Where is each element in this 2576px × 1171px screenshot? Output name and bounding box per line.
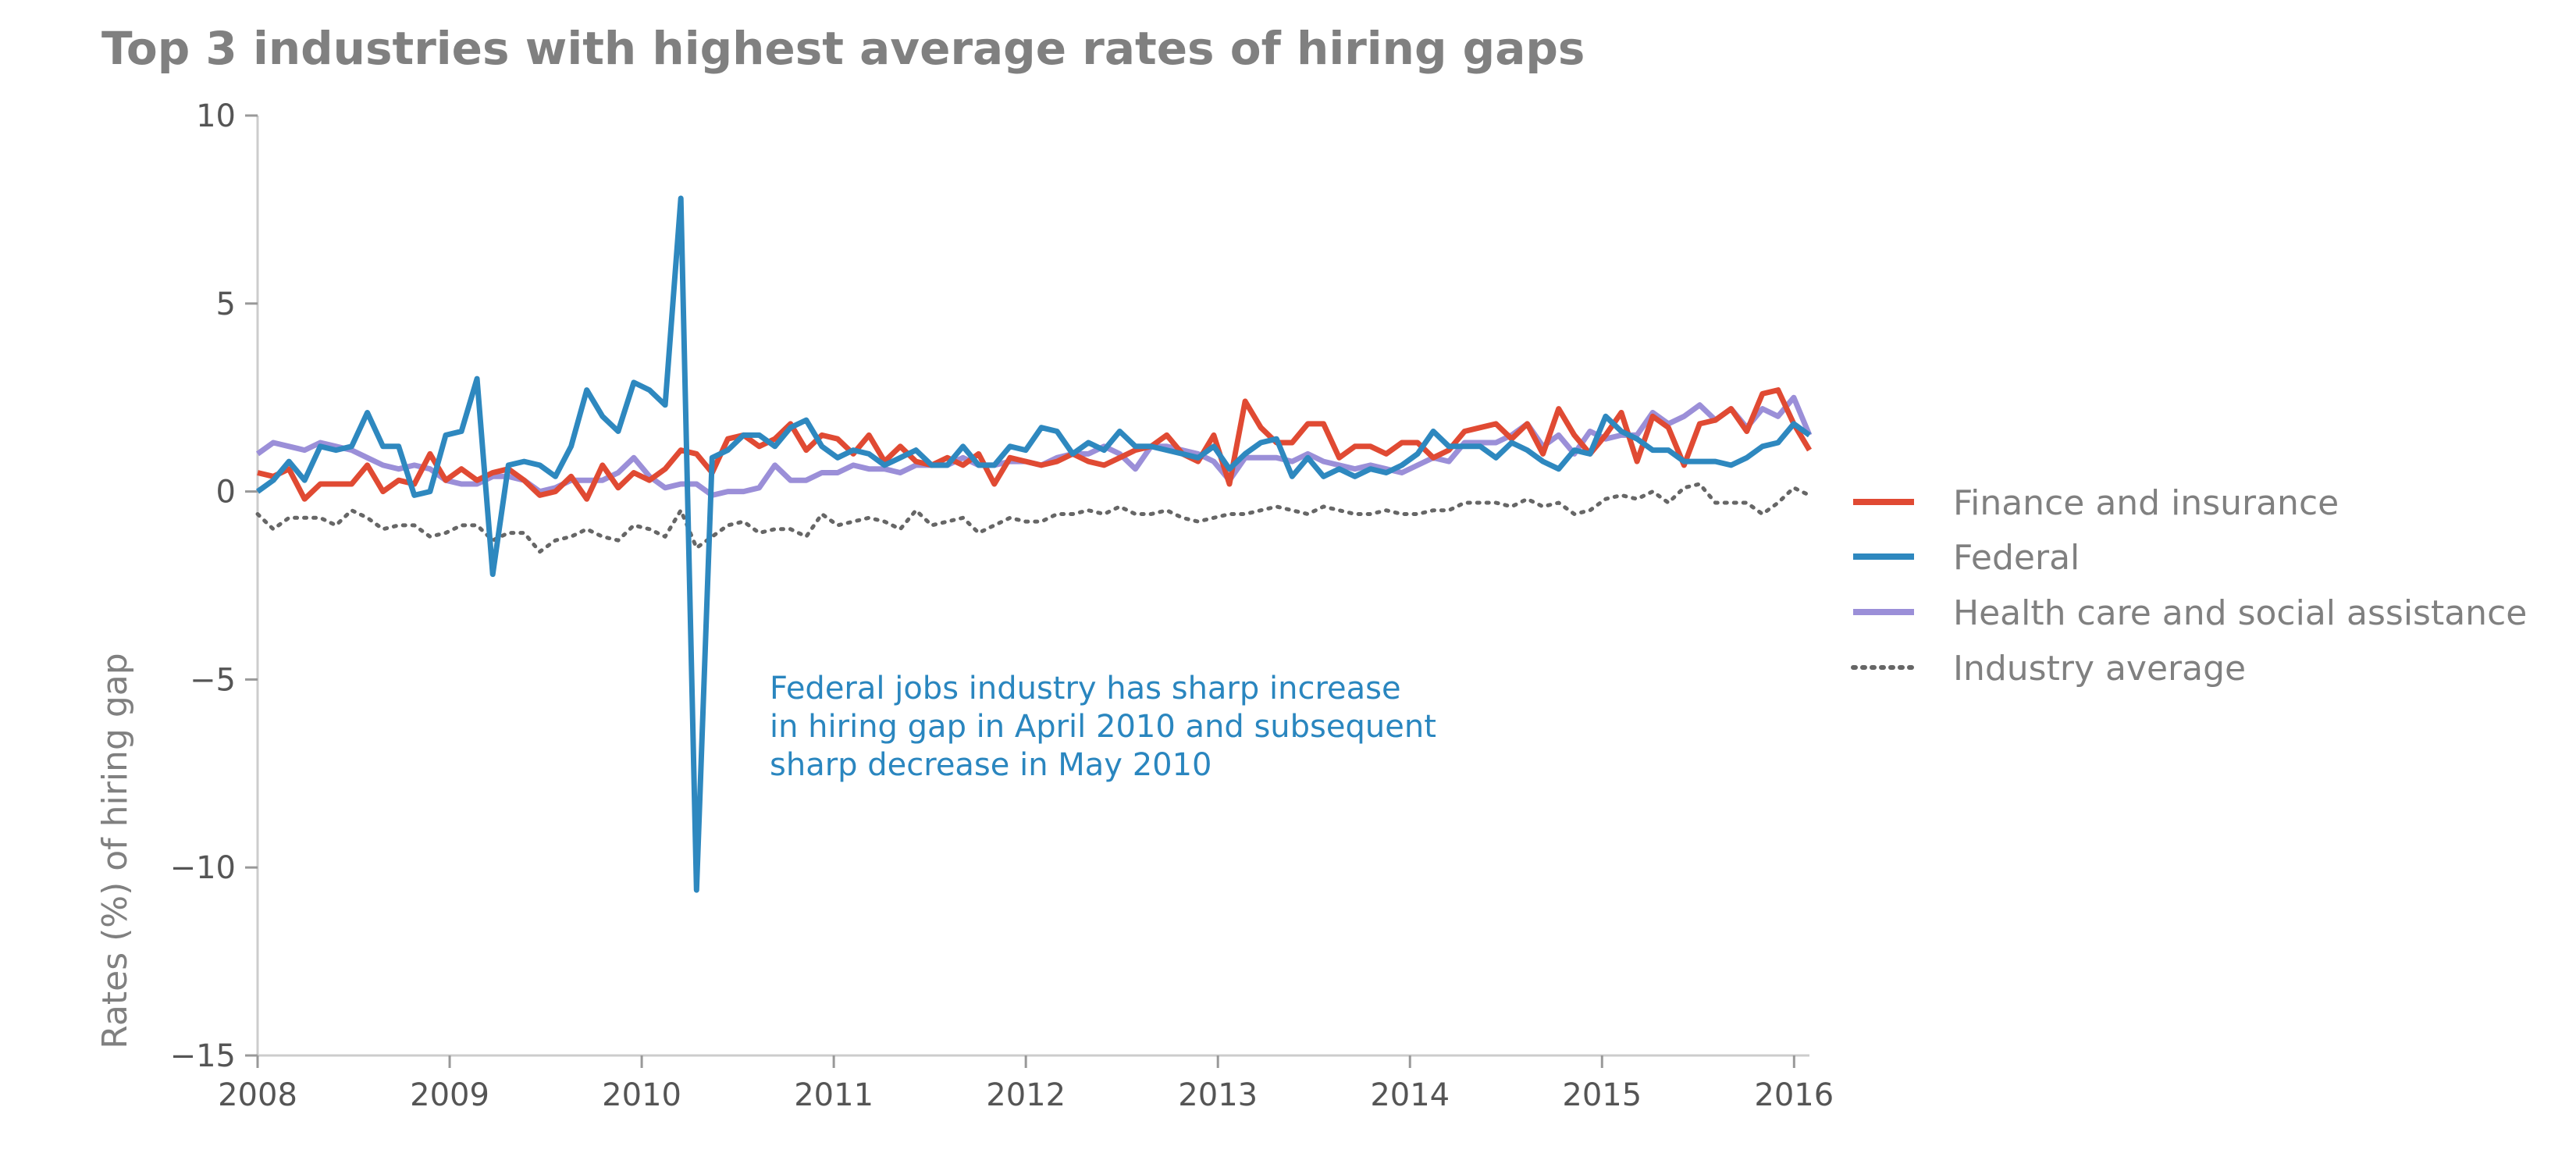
series-line-average	[255, 482, 1812, 554]
legend-label-finance: Finance and insurance	[1953, 483, 2339, 523]
x-tick-label: 2011	[794, 1077, 873, 1113]
legend-label-average: Industry average	[1953, 649, 2246, 689]
annotation: Federal jobs industry has sharp increase…	[770, 671, 1446, 783]
x-ticks: 2008 2009 2010 2011 2012 2013 2014 2015 2016	[218, 1055, 1834, 1113]
series-line-health	[255, 394, 1813, 498]
axes	[256, 116, 1809, 1057]
annotation-line-2: in hiring gap in April 2010 and subseque…	[770, 709, 1436, 745]
legend: Finance and insurance Federal Health car…	[1851, 483, 2527, 689]
annotation-line-1: Federal jobs industry has sharp increase	[770, 671, 1401, 707]
x-tick-label: 2009	[410, 1077, 489, 1113]
y-tick-label: 0	[216, 475, 236, 511]
y-axis-label: Rates (%) of hiring gap	[95, 653, 135, 1048]
legend-label-federal: Federal	[1953, 538, 2080, 578]
x-tick-label: 2013	[1178, 1077, 1258, 1113]
y-tick-label: −5	[190, 662, 236, 698]
y-tick-label: −15	[170, 1038, 236, 1074]
x-tick-label: 2016	[1754, 1077, 1834, 1113]
x-tick-label: 2010	[602, 1077, 681, 1113]
y-tick-label: −10	[170, 850, 236, 886]
x-tick-label: 2012	[986, 1077, 1066, 1113]
x-tick-label: 2014	[1370, 1077, 1450, 1113]
series-layer	[255, 195, 1813, 893]
x-tick-label: 2015	[1562, 1077, 1642, 1113]
x-tick-label: 2008	[218, 1077, 297, 1113]
chart-title: Top 3 industries with highest average ra…	[101, 22, 1585, 75]
annotation-line-3: sharp decrease in May 2010	[770, 747, 1212, 783]
series-line-finance	[257, 387, 1813, 502]
y-tick-label: 5	[216, 287, 236, 322]
y-tick-label: 10	[196, 98, 236, 134]
series-line-federal	[255, 195, 1812, 893]
legend-label-health: Health care and social assistance	[1953, 593, 2527, 633]
y-ticks: 10 5 0 −5 −10 −15	[170, 98, 258, 1074]
